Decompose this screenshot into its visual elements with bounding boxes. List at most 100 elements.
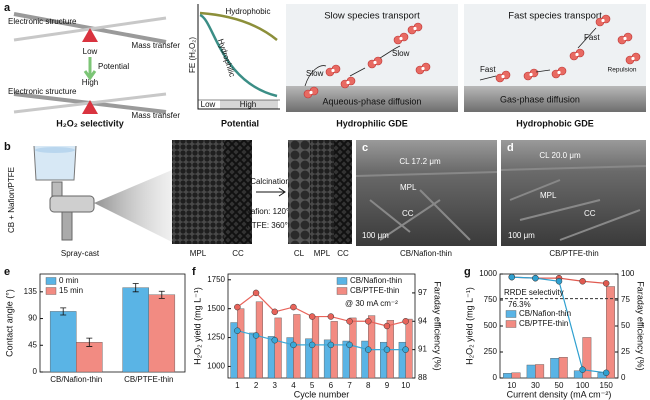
y-tick-label: 0 <box>33 367 38 376</box>
condition: Nafion: 120°C <box>245 207 295 216</box>
cc-layer <box>334 140 352 244</box>
y-tick-label: 1750 <box>207 275 225 284</box>
y-axis-label: H₂O₂ yield (mg L⁻¹) <box>464 287 474 365</box>
y-tick-label: 135 <box>24 287 38 296</box>
x-tick-label: 150 <box>600 381 614 390</box>
fe-point <box>234 327 241 334</box>
fe-point <box>327 313 335 320</box>
sem-texture <box>500 165 647 241</box>
fe-point <box>555 278 563 285</box>
x-tick-label: 4 <box>291 381 296 390</box>
fe-point <box>402 318 409 325</box>
bar <box>606 286 615 379</box>
step-label: Calcination <box>250 177 290 186</box>
fe-point <box>234 303 241 311</box>
bar <box>148 294 176 373</box>
balance-text: Low <box>83 47 98 56</box>
y-tick-label: 0 <box>493 373 498 382</box>
curve-label: Hydrophilic <box>216 38 237 78</box>
plot-frame <box>227 273 416 379</box>
panel-title: Fast species transport <box>508 11 602 22</box>
y-tick-label: 750 <box>484 295 498 304</box>
shade <box>220 100 278 109</box>
mpl-layer <box>172 140 224 244</box>
balance-top <box>13 12 167 44</box>
legend-swatch <box>505 310 517 318</box>
caption: H₂O₂ selectivity <box>56 118 124 128</box>
panel-label: d <box>507 142 514 154</box>
legend-label: CB/Nafion-thin <box>350 276 402 285</box>
x-tick-label: 2 <box>254 381 259 390</box>
diffusion-layer <box>464 86 646 112</box>
x-tick-label: CB/PTFE-thin <box>124 375 173 384</box>
bar <box>535 364 545 379</box>
layer-label: CC <box>337 249 349 258</box>
bar <box>49 311 77 373</box>
x-tick-label: 50 <box>555 381 564 390</box>
legend-swatch <box>336 287 348 295</box>
sem-image <box>356 140 497 246</box>
balance-text: Mass transfer <box>132 41 181 50</box>
mpl-layer <box>310 140 334 244</box>
x-tick-label: 9 <box>385 381 390 390</box>
bar <box>582 337 592 379</box>
sem-texture <box>355 171 498 241</box>
balance-bottom <box>13 92 167 114</box>
reference-name: RRDE selectivity <box>504 288 564 297</box>
layer-label: CC <box>232 249 244 258</box>
sem-label: CC <box>584 209 596 218</box>
bar <box>76 342 103 373</box>
y-axis-label: Contact angle (°) <box>4 289 14 357</box>
condition: PTFE: 360°C <box>246 221 293 230</box>
bar <box>550 358 560 379</box>
sem-label: CL 17.2 μm <box>399 157 441 166</box>
x-tick-label: 30 <box>531 381 540 390</box>
reference-label: 76.3% <box>508 300 531 309</box>
y-axis-label: H₂O₂ yield (mg L⁻¹) <box>192 287 202 365</box>
axis-label: FE (H₂O₂) <box>188 37 197 73</box>
bar <box>511 372 521 379</box>
error-bar <box>158 290 165 299</box>
y2-tick-label: 25 <box>621 347 630 356</box>
fe-point <box>365 318 372 325</box>
balance-text: Mass transfer <box>132 111 181 120</box>
x-tick-label: 6 <box>329 381 334 390</box>
x-tick-label: 7 <box>347 381 352 390</box>
y-tick-label: 1500 <box>207 304 225 313</box>
x-tick-label: CB/Nafion-thin <box>50 375 102 384</box>
spray-gun <box>49 170 172 242</box>
error-bar <box>132 283 139 293</box>
legend-label: CB/Nafion-thin <box>519 309 571 318</box>
y-tick-label: 1000 <box>479 269 497 278</box>
panel-label: g <box>464 266 471 278</box>
x-tick-label: 3 <box>273 381 278 390</box>
curve <box>199 13 278 98</box>
beaker <box>33 145 77 181</box>
fe-point <box>532 274 539 282</box>
annotation: Slow <box>392 49 410 58</box>
y2-tick-label: 0 <box>621 373 626 382</box>
step-label: Spray-cast <box>61 249 100 258</box>
annotation: Fast <box>584 33 600 42</box>
panel-label: e <box>4 266 10 278</box>
annotation: Repulsion <box>608 67 637 74</box>
fe-point <box>271 336 278 344</box>
caption: Hydrophobic GDE <box>516 118 594 128</box>
y-tick-label: 45 <box>28 340 37 349</box>
x-axis-label: Current density (mA cm⁻²) <box>507 389 612 399</box>
scale-bar: 100 μm <box>362 231 389 240</box>
y-tick-label: 250 <box>484 347 498 356</box>
bar <box>274 317 282 379</box>
annotation: @ 30 mA cm⁻² <box>345 299 398 308</box>
y-tick-label: 1000 <box>207 362 225 371</box>
panel-label: b <box>4 141 11 153</box>
layer-label: Gas-phase diffusion <box>500 94 580 104</box>
fe-point <box>383 346 391 353</box>
fe-point <box>579 366 586 373</box>
axis <box>197 4 280 110</box>
legend-label: CB/PTFE-thin <box>519 319 568 328</box>
fe-point <box>271 308 278 316</box>
bar <box>558 357 568 379</box>
y2-axis-label: Faraday efficiency (%) <box>433 281 443 370</box>
